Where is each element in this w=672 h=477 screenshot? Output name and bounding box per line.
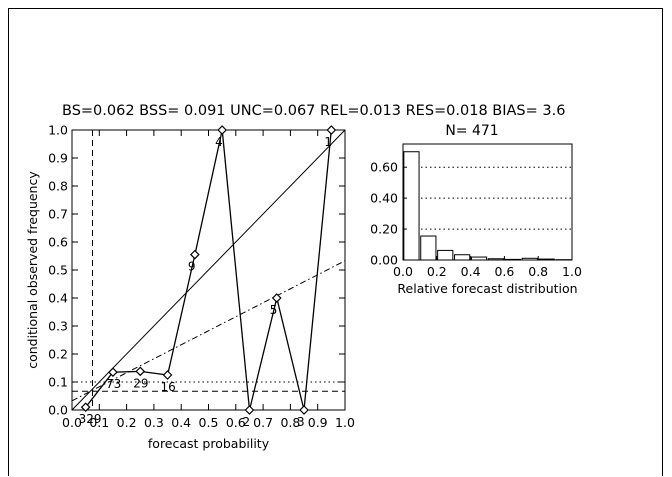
histogram-bar [437,249,454,261]
x-tick-label: 0.6 [226,415,246,430]
y-tick-label: 0.5 [48,263,68,278]
y-tick-label: 0.9 [48,151,68,166]
histogram-bar [538,258,555,261]
histogram-bar [403,151,420,261]
histogram-title: N= 471 [445,123,498,139]
x-tick-label: 0.4 [171,415,191,430]
histogram-bar [521,257,538,261]
data-point-marker [299,405,309,415]
sample-count-label: 2 [242,415,250,429]
sample-count-label: 5 [270,303,278,317]
perfect-reliability-line [71,129,346,411]
sample-count-label: 73 [106,377,121,391]
x-tick-label: 0.2 [117,415,137,430]
reliability-axes: 0.0 0.1 0.2 0.3 0.4 0.5 0.6 0.7 0.8 0.9 1.0 0.0 0.1 0… [48,123,355,431]
histogram-gridlines [403,166,572,230]
reliability-series: 329 73 29 16 9 4 2 5 3 1 [79,125,337,429]
reliability-reference-lines [71,129,346,411]
y-tick-label: 0.3 [48,319,68,334]
sample-count-label: 329 [79,412,102,426]
histogram-y-tick-label: 0.00 [370,253,398,268]
histogram-bar [504,258,521,261]
histogram-plot-border [402,143,573,261]
histogram-x-tick-label: 0.0 [393,264,413,279]
histogram-bar [487,258,505,261]
x-tick-label: 0.3 [144,415,164,430]
histogram-bar [420,235,437,261]
stats-line: BS=0.062 BSS= 0.091 UNC=0.067 REL=0.013 … [62,103,565,119]
data-point-marker [271,293,282,303]
reliability-y-axis-label: conditional observed frequency [25,171,40,369]
y-tick-label: 0.6 [48,235,68,250]
plot-frame [8,8,663,476]
histogram-y-tick-label: 0.40 [370,191,398,206]
y-tick-label: 0.2 [48,347,68,362]
sample-count-label: 29 [133,376,148,390]
y-tick-label: 0.0 [48,403,68,418]
data-point-marker [217,125,227,135]
sample-count-label: 3 [297,415,305,429]
y-tick-label: 0.1 [48,375,68,390]
data-point-marker [162,370,173,380]
histogram-x-axis-label: Relative forecast distribution [397,281,577,296]
sample-count-label: 9 [188,260,196,274]
y-tick-label: 0.4 [48,291,68,306]
data-point-marker [108,367,118,378]
data-point-marker [135,366,146,377]
data-point-marker [80,402,91,413]
histogram-y-tick-label: 0.60 [370,160,398,175]
x-tick-label: 0.7 [253,415,273,430]
x-tick-label: 0.9 [308,415,328,430]
histogram-x-tick-label: 0.6 [494,264,514,279]
x-tick-label: 0.1 [89,415,109,430]
histogram-bar [470,256,488,261]
histogram-x-tick-label: 0.4 [461,264,481,279]
histogram-x-tick-label: 0.8 [528,264,548,279]
data-point-marker [326,125,337,135]
reliability-x-axis-label: forecast probability [148,436,270,451]
data-point-marker [190,249,200,260]
histogram-x-tick-label: 0.2 [427,264,447,279]
reliability-diagram: 0.0 0.1 0.2 0.3 0.4 0.5 0.6 0.7 0.8 0.9 1.0 0.0 0.1 0… [25,123,355,452]
sample-count-label: 1 [324,135,332,149]
sample-count-label: 4 [215,135,223,149]
no-skill-line [71,260,346,402]
histogram-y-tick-label: 0.20 [370,222,398,237]
y-tick-label: 0.7 [48,207,68,222]
histogram-bar [454,254,471,261]
x-tick-label: 0.8 [280,415,300,430]
y-tick-label: 1.0 [48,123,68,138]
reliability-curve [85,129,332,411]
x-tick-label: 0.0 [62,415,82,430]
y-tick-label: 0.8 [48,179,68,194]
data-point-marker [244,405,255,415]
histogram-bars [403,151,572,261]
x-tick-label: 1.0 [335,415,355,430]
forecast-distribution-chart: N= 471 0.0 0.2 0.4 0.6 0.8 1.0 0.00 0.20 0.40 0.6… [370,123,582,296]
histogram-axes: 0.0 0.2 0.4 0.6 0.8 1.0 0.00 0.20 0.40 0.60 [370,160,582,279]
sample-count-label: 16 [161,380,176,394]
x-tick-label: 0.5 [199,415,219,430]
histogram-x-tick-label: 1.0 [562,264,582,279]
